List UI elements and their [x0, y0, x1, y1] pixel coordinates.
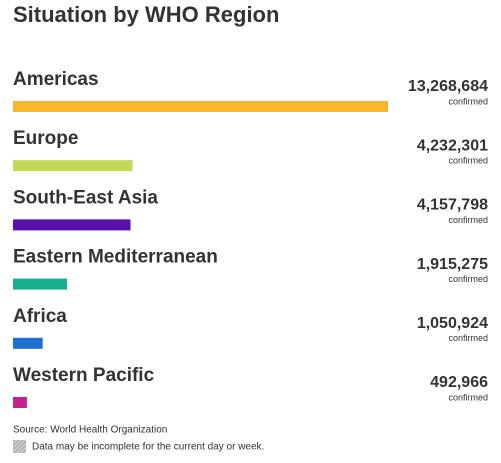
category-label: Western Pacific [13, 365, 155, 386]
value-label: 4,157,798 [417, 197, 488, 214]
note-icon [13, 440, 26, 453]
bar [13, 337, 43, 349]
bar [13, 397, 27, 408]
category-label: South-East Asia [13, 187, 158, 208]
category-label: Europe [13, 128, 78, 149]
bar [13, 160, 133, 172]
value-caption: confirmed [448, 156, 488, 166]
value-label: 1,915,275 [417, 256, 488, 273]
value-label: 13,268,684 [408, 78, 488, 95]
bar [13, 278, 68, 290]
value-caption: confirmed [448, 215, 488, 225]
category-label: Eastern Mediterranean [13, 247, 218, 268]
value-label: 4,232,301 [417, 137, 488, 154]
value-caption: confirmed [448, 96, 488, 106]
category-label: Americas [13, 69, 99, 90]
bar [13, 219, 131, 231]
note: Data may be incomplete for the current d… [32, 442, 264, 453]
value-label: 1,050,924 [417, 315, 488, 332]
value-label: 492,966 [430, 374, 488, 391]
value-caption: confirmed [448, 333, 488, 343]
value-caption: confirmed [448, 274, 488, 284]
value-caption: confirmed [448, 392, 488, 402]
chart-title: Situation by WHO Region [13, 2, 279, 27]
source: Source: World Health Organization [13, 425, 167, 436]
bar [13, 101, 388, 112]
category-label: Africa [13, 306, 67, 327]
